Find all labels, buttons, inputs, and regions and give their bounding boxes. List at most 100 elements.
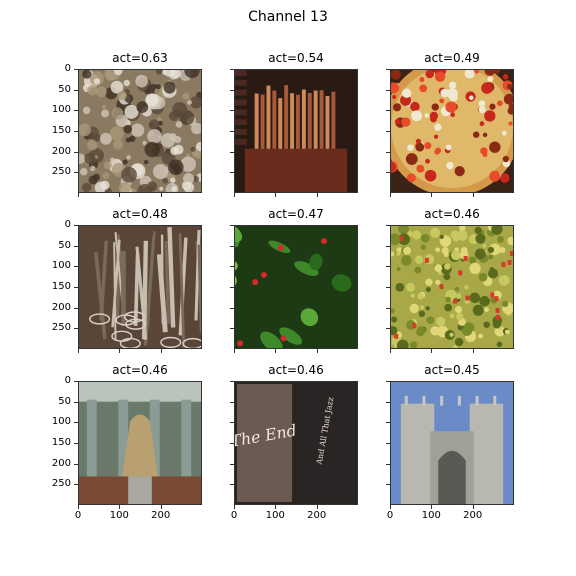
y-tick-mark [74,287,78,288]
x-tick-mark [390,193,391,197]
panel-title: act=0.48 [112,207,168,221]
panel-8: act=0.46 The End And All That Jazz [234,363,358,505]
y-tick-mark [74,328,78,330]
panel-title: act=0.63 [112,51,168,65]
x-tick-mark [275,349,277,353]
x-tick-label: 0 [230,510,238,521]
y-tick-mark [386,110,390,112]
y-tick-mark [74,443,78,444]
panel-image-pipe-organ [234,69,358,193]
panel-5: act=0.47 [234,207,358,349]
x-tick-mark [431,505,433,509]
y-tick-mark [74,266,78,268]
y-tick-mark [74,245,78,247]
y-tick-mark [230,484,234,486]
panel-title: act=0.46 [424,207,480,221]
y-tick-mark [74,401,78,403]
y-tick-mark [230,328,234,330]
y-tick-mark [386,287,390,288]
panel-image-film-title-cards: The End And All That Jazz [234,381,358,505]
y-tick-mark [386,381,390,382]
panel-title: act=0.46 [268,363,324,377]
y-tick-label: 150 [51,125,71,136]
y-tick-mark [386,443,390,444]
x-tick-mark [119,505,121,509]
panel-title: act=0.54 [268,51,324,65]
x-tick-mark [390,349,391,353]
y-tick-label: 50 [58,239,71,251]
y-tick-label: 50 [58,395,71,407]
y-tick-mark [74,151,78,153]
x-tick-label: 0 [74,510,82,521]
x-tick-label: 200 [151,510,171,521]
y-tick-label: 250 [51,322,71,334]
panel-2: act=0.54 [234,51,358,193]
y-tick-mark [230,381,234,382]
panel-title: act=0.46 [112,363,168,377]
x-tick-mark [78,349,79,353]
panel-3: act=0.49 [390,51,514,193]
y-tick-label: 0 [64,63,71,74]
y-tick-mark [230,443,234,444]
y-tick-mark [386,307,390,309]
panel-image-metal-tools [78,225,202,349]
x-tick-mark [275,505,277,509]
panel-9: act=0.45 [390,363,514,505]
y-tick-mark [386,131,390,132]
x-tick-mark [160,505,162,509]
panel-7: act=0.46 [78,363,202,505]
y-tick-mark [386,89,390,91]
y-tick-label: 250 [51,166,71,178]
y-tick-label: 100 [51,260,71,272]
y-tick-mark [230,287,234,288]
y-tick-mark [230,245,234,247]
y-tick-label: 0 [64,375,71,386]
y-tick-mark [230,69,234,70]
panel-4: act=0.48 [78,207,202,349]
x-tick-mark [275,193,277,197]
y-tick-mark [74,69,78,70]
panel-title: act=0.49 [424,51,480,65]
x-tick-mark [472,349,474,353]
panel-image-cathedral-interior [78,381,202,505]
y-tick-mark [230,110,234,112]
y-tick-label: 150 [51,281,71,292]
x-tick-label: 100 [265,510,285,521]
x-tick-mark [472,505,474,509]
x-tick-label: 100 [109,510,129,521]
figure-title: Channel 13 [248,9,328,25]
x-tick-mark [431,193,433,197]
x-tick-mark [119,193,121,197]
y-tick-mark [386,266,390,268]
y-tick-mark [230,89,234,91]
y-tick-mark [386,151,390,153]
y-tick-mark [386,328,390,330]
y-tick-mark [74,172,78,174]
panel-title: act=0.47 [268,207,324,221]
x-tick-mark [119,349,121,353]
x-tick-mark [78,193,79,197]
x-tick-mark [160,349,162,353]
x-tick-mark [316,349,318,353]
y-tick-mark [74,131,78,132]
x-tick-mark [390,505,391,509]
y-tick-label: 100 [51,416,71,428]
y-tick-mark [386,484,390,486]
y-tick-mark [230,266,234,268]
y-tick-mark [386,401,390,403]
x-tick-label: 100 [421,510,441,521]
panel-image-guacamole [390,225,514,349]
y-tick-mark [386,463,390,465]
panel-title: act=0.45 [424,363,480,377]
y-tick-label: 200 [51,301,71,313]
panel-image-pizza [390,69,514,193]
x-tick-mark [234,505,235,509]
panel-1: act=0.63 [78,51,202,193]
y-tick-mark [74,307,78,309]
y-tick-mark [386,225,390,226]
panel-6: act=0.46 [390,207,514,349]
y-tick-mark [386,245,390,247]
y-tick-mark [386,422,390,424]
x-tick-mark [431,349,433,353]
x-tick-mark [78,505,79,509]
